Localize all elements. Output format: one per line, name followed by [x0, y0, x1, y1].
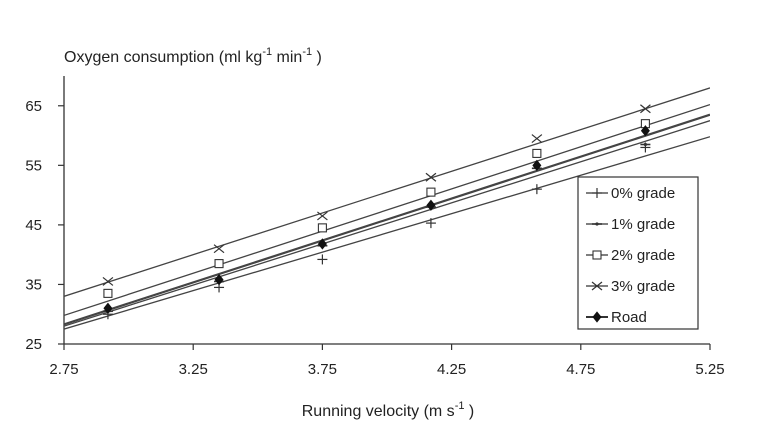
data-point-series-3 — [317, 211, 328, 221]
y-axis-title-part3: ) — [312, 49, 322, 66]
data-point-series-4 — [214, 274, 224, 286]
x-axis-title-sup1: -1 — [455, 400, 465, 412]
data-point-series-3 — [640, 104, 651, 114]
legend-marker — [592, 222, 602, 226]
data-point-series-3 — [213, 244, 225, 254]
legend-label: 3% grade — [611, 278, 675, 295]
x-axis-title-part1: Running velocity (m s — [302, 403, 455, 420]
data-point-series-3 — [531, 134, 543, 144]
legend-marker — [592, 250, 602, 260]
x-tick-label: 5.25 — [695, 361, 724, 378]
fit-line-series-0 — [64, 136, 710, 330]
x-axis-title-part2: ) — [464, 403, 474, 420]
legend-label: 1% grade — [611, 216, 675, 233]
data-point-series-4 — [426, 199, 436, 211]
x-tick-label: 2.75 — [49, 361, 78, 378]
data-point-series-0 — [531, 184, 542, 195]
y-axis-title-sup1: -1 — [262, 46, 272, 58]
data-point-series-3 — [102, 276, 114, 286]
x-tick-label: 4.75 — [566, 361, 595, 378]
y-tick-label: 25 — [25, 336, 42, 353]
y-axis-title-sup2: -1 — [302, 46, 312, 58]
regression-lines — [64, 87, 710, 330]
y-axis-ticks: 65 55 45 35 25 — [25, 98, 64, 353]
data-point-series-4 — [640, 125, 650, 137]
x-axis-title: Running velocity (m s-1 ) — [302, 400, 475, 420]
data-point-series-3 — [425, 172, 437, 182]
legend-marker — [592, 311, 602, 323]
y-axis-title-part1: Oxygen consumption (ml kg — [64, 49, 262, 66]
data-point-series-2 — [317, 223, 327, 233]
data-point-series-0 — [317, 254, 328, 265]
legend-marker — [591, 281, 603, 291]
y-tick-label: 45 — [25, 217, 42, 234]
legend-label: 0% grade — [611, 185, 675, 202]
x-tick-label: 4.25 — [437, 361, 466, 378]
data-point-series-4 — [103, 302, 113, 314]
legend: 0% grade 1% grade 2% grade 3% grade Road — [577, 176, 699, 330]
data-point-series-2 — [103, 288, 113, 298]
data-points — [102, 104, 651, 320]
legend-label: Road — [611, 309, 647, 326]
data-point-series-2 — [426, 187, 436, 197]
x-tick-label: 3.25 — [179, 361, 208, 378]
fit-line-series-2 — [64, 103, 710, 317]
y-tick-label: 65 — [25, 98, 42, 115]
y-axis-title-part2: min — [272, 49, 302, 66]
fit-line-series-4 — [64, 113, 710, 326]
legend-marker — [592, 188, 602, 198]
y-axis-title: Oxygen consumption (ml kg-1 min-1 ) — [64, 46, 322, 66]
data-point-series-4 — [317, 238, 327, 250]
y-tick-label: 55 — [25, 157, 42, 174]
x-tick-label: 3.75 — [308, 361, 337, 378]
data-point-series-0 — [425, 218, 436, 229]
data-point-series-4 — [532, 159, 542, 171]
data-point-series-2 — [214, 259, 224, 269]
fit-line-series-3 — [64, 87, 710, 297]
data-point-series-1 — [640, 142, 651, 147]
fit-line-series-1 — [64, 120, 710, 327]
legend-label: 2% grade — [611, 247, 675, 264]
x-axis-ticks: 2.75 3.25 3.75 4.25 4.75 5.25 — [49, 344, 725, 378]
data-point-series-2 — [532, 148, 542, 158]
y-tick-label: 35 — [25, 276, 42, 293]
